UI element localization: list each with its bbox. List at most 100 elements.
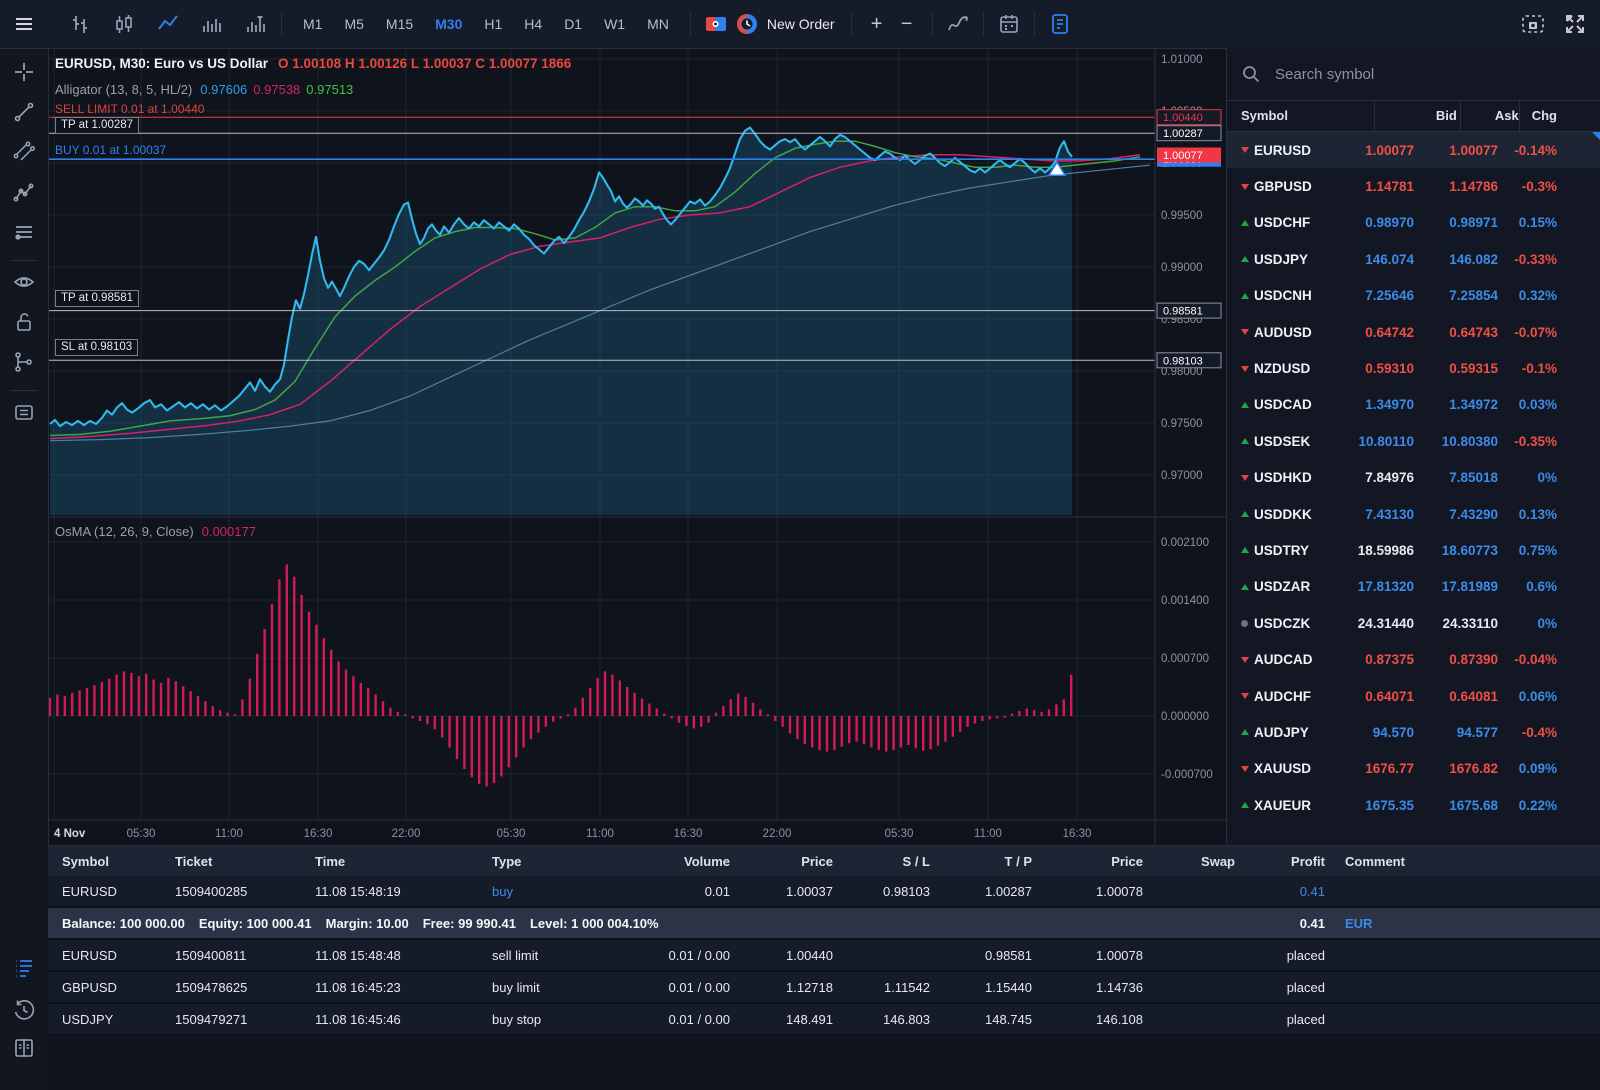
trade-row-1509479271[interactable]: USDJPY 1509479271 11.08 16:45:46 buy stop 0.… <box>48 1004 1600 1036</box>
trade-cell-time: 11.08 15:48:48 <box>315 947 401 963</box>
watchlist-symbol: AUDUSD <box>1254 324 1312 340</box>
watchlist-row-USDCAD[interactable]: USDCAD 1.34970 1.34972 0.03% <box>1227 387 1600 423</box>
objects-panel-icon[interactable] <box>1045 9 1075 39</box>
ohlc-values: O 1.00108 H 1.00126 L 1.00037 C 1.00077 … <box>278 56 572 71</box>
watchlist-row-AUDCAD[interactable]: AUDCAD 0.87375 0.87390 -0.04% <box>1227 641 1600 677</box>
tick-volumes-icon[interactable] <box>241 9 271 39</box>
column-symbol: Symbol <box>1241 108 1288 123</box>
channel-icon[interactable] <box>12 140 36 164</box>
bars-chart-icon[interactable] <box>65 9 95 39</box>
history-icon[interactable] <box>12 998 36 1022</box>
trade-column-time: Time <box>315 853 346 869</box>
watchlist-row-NZDUSD[interactable]: NZDUSD 0.59310 0.59315 -0.1% <box>1227 350 1600 386</box>
account-margin: Margin: 10.00 <box>325 915 409 931</box>
tp1-label[interactable]: TP at 1.00287 <box>55 117 140 134</box>
up-arrow-icon <box>1241 511 1254 518</box>
trade-cell-ticket: 1509478625 <box>175 979 248 995</box>
watchlist-ask: 18.60773 <box>1441 542 1498 558</box>
search-input[interactable] <box>1273 64 1557 84</box>
watchlist-row-USDCZK[interactable]: USDCZK 24.31440 24.33110 0% <box>1227 605 1600 641</box>
tp2-label[interactable]: TP at 0.98581 <box>55 290 140 307</box>
svg-text:0.99000: 0.99000 <box>1161 262 1203 274</box>
chart-area[interactable]: 1.010001.005001.000000.995000.990000.985… <box>48 48 1226 845</box>
sell-limit-label[interactable]: SELL LIMIT 0.01 at 1.00440 <box>55 102 205 116</box>
object-tree-icon[interactable] <box>12 350 36 374</box>
svg-text:0.002100: 0.002100 <box>1161 537 1209 549</box>
watchlist-symbol: USDTRY <box>1254 542 1310 558</box>
watchlist-row-GBPUSD[interactable]: GBPUSD 1.14781 1.14786 -0.3% <box>1227 168 1600 204</box>
crosshair-icon[interactable] <box>12 60 36 84</box>
unlock-icon[interactable] <box>12 310 36 334</box>
timeframe-M1[interactable]: M1 <box>303 16 323 32</box>
chart-title: EURUSD, M30: Euro vs US Dollar O 1.00108 … <box>55 56 572 71</box>
timeframe-MN[interactable]: MN <box>647 16 669 32</box>
watchlist-bid: 7.25646 <box>1365 288 1414 304</box>
svg-text:22:00: 22:00 <box>392 828 421 840</box>
svg-text:0.97500: 0.97500 <box>1161 418 1203 430</box>
watchlist-row-AUDCHF[interactable]: AUDCHF 0.64071 0.64081 0.06% <box>1227 678 1600 714</box>
watchlist-row-USDCNH[interactable]: USDCNH 7.25646 7.25854 0.32% <box>1227 278 1600 314</box>
volumes-icon[interactable] <box>197 9 227 39</box>
sl-label[interactable]: SL at 0.98103 <box>55 339 139 356</box>
trade-row-1509400811[interactable]: EURUSD 1509400811 11.08 15:48:48 sell limit… <box>48 940 1600 972</box>
new-order-button[interactable]: New Order <box>735 12 835 36</box>
up-arrow-icon <box>1241 729 1254 736</box>
trade-column-price: Price <box>801 853 833 869</box>
delete-objects-icon[interactable] <box>12 400 36 424</box>
watchlist-row-USDSEK[interactable]: USDSEK 10.80110 10.80380 -0.35% <box>1227 423 1600 459</box>
trade-row-1509478625[interactable]: GBPUSD 1509478625 11.08 16:45:23 buy limit 0… <box>48 972 1600 1004</box>
one-click-trading-icon[interactable] <box>701 9 731 39</box>
svg-text:11:00: 11:00 <box>974 828 1002 840</box>
price-chart: 1.010001.005001.000000.995000.990000.985… <box>48 48 1226 845</box>
watchlist-row-XAUEUR[interactable]: XAUEUR 1675.35 1675.68 0.22% <box>1227 787 1600 823</box>
trade-list-icon[interactable] <box>12 956 36 980</box>
screenshot-icon[interactable] <box>1518 9 1548 39</box>
watchlist-row-USDDKK[interactable]: USDDKK 7.43130 7.43290 0.13% <box>1227 496 1600 532</box>
horizontal-levels-icon[interactable] <box>12 220 36 244</box>
timeframe-M15[interactable]: M15 <box>385 16 414 32</box>
timeframe-H4[interactable]: H4 <box>524 16 543 32</box>
account-equity: Equity: 100 000.41 <box>198 915 312 931</box>
symbol-search[interactable] <box>1227 48 1600 101</box>
zoom-out-button[interactable]: − <box>900 12 913 35</box>
watchlist-row-USDJPY[interactable]: USDJPY 146.074 146.082 -0.33% <box>1227 241 1600 277</box>
watchlist-row-USDCHF[interactable]: USDCHF 0.98970 0.98971 0.15% <box>1227 205 1600 241</box>
trade-row-1509400285[interactable]: EURUSD 1509400285 11.08 15:48:19 buy 0.01 1.0… <box>48 876 1600 908</box>
timeframe-D1[interactable]: D1 <box>564 16 583 32</box>
journal-icon[interactable] <box>12 1036 36 1060</box>
buy-position-label[interactable]: BUY 0.01 at 1.00037 <box>55 143 167 157</box>
trend-line-icon[interactable] <box>12 100 36 124</box>
down-arrow-icon <box>1241 147 1254 154</box>
trade-column-tp: T / P <box>1004 853 1032 869</box>
watchlist-symbol: USDSEK <box>1254 433 1311 449</box>
calendar-icon[interactable] <box>994 9 1024 39</box>
down-arrow-icon <box>1241 474 1254 481</box>
watchlist-row-AUDJPY[interactable]: AUDJPY 94.570 94.577 -0.4% <box>1227 714 1600 750</box>
timeframe-W1[interactable]: W1 <box>604 16 626 32</box>
watchlist-bid: 1676.77 <box>1365 761 1414 777</box>
indicators-icon[interactable] <box>943 9 973 39</box>
fullscreen-icon[interactable] <box>1560 9 1590 39</box>
watchlist-row-XAUUSD[interactable]: XAUUSD 1676.77 1676.82 0.09% <box>1227 751 1600 787</box>
svg-text:0.98581: 0.98581 <box>1163 306 1203 318</box>
polyline-icon[interactable] <box>12 180 36 204</box>
timeframe-H1[interactable]: H1 <box>484 16 503 32</box>
eye-icon[interactable] <box>12 270 36 294</box>
watchlist-ask: 7.43290 <box>1449 506 1498 522</box>
watchlist-row-EURUSD[interactable]: EURUSD 1.00077 1.00077 -0.14% <box>1227 132 1600 169</box>
trade-cell-type: buy stop <box>492 1011 542 1027</box>
watchlist-row-USDTRY[interactable]: USDTRY 18.59986 18.60773 0.75% <box>1227 532 1600 568</box>
candles-chart-icon[interactable] <box>109 9 139 39</box>
trade-cell-vol: 0.01 / 0.00 <box>668 979 730 995</box>
watchlist-row-AUDUSD[interactable]: AUDUSD 0.64742 0.64743 -0.07% <box>1227 314 1600 350</box>
watchlist-symbol: AUDCAD <box>1254 652 1313 668</box>
zoom-in-button[interactable]: + <box>870 12 883 35</box>
timeframe-M30[interactable]: M30 <box>435 16 463 32</box>
watchlist-row-USDZAR[interactable]: USDZAR 17.81320 17.81989 0.6% <box>1227 569 1600 605</box>
line-chart-icon[interactable] <box>153 9 183 39</box>
watchlist-bid: 1.14781 <box>1365 179 1414 195</box>
timeframe-M5[interactable]: M5 <box>344 16 364 32</box>
trade-cell-time: 11.08 16:45:46 <box>315 1011 401 1027</box>
watchlist-row-USDHKD[interactable]: USDHKD 7.84976 7.85018 0% <box>1227 460 1600 496</box>
menu-icon[interactable] <box>9 9 39 39</box>
